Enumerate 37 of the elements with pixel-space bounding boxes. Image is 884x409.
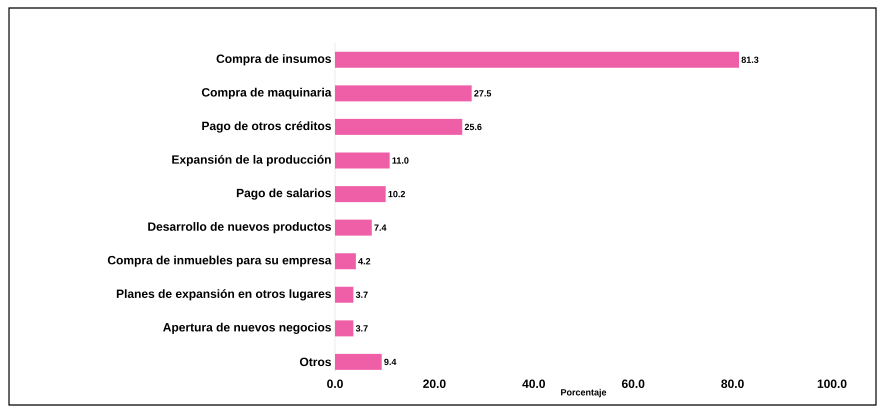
data-label: 25.6 [464, 124, 482, 130]
data-label: 3.7 [356, 325, 368, 332]
data-label: 3.7 [356, 292, 368, 298]
data-label: 27.5 [474, 90, 492, 97]
bar [335, 220, 372, 236]
x-tick-label: 40.0 [522, 380, 545, 388]
data-label: 9.4 [384, 358, 396, 366]
y-tick-label: Apertura de nuevos negocios [163, 322, 331, 334]
x-tick-label: 100.0 [818, 380, 847, 388]
x-tick-label: 0.0 [327, 380, 343, 388]
y-tick-label: Expansión de la producción [172, 154, 331, 166]
y-tick-label: Pago de otros créditos [202, 121, 331, 133]
y-tick-label: Compra de inmuebles para su empresa [108, 256, 332, 267]
bar [335, 320, 354, 336]
y-tick-label: Desarrollo de nuevos productos [148, 222, 331, 234]
bar [335, 52, 740, 68]
y-tick-label: Otros [300, 358, 331, 366]
data-label: 10.2 [388, 190, 406, 198]
bar [335, 152, 390, 168]
y-tick-label: Compra de maquinaria [202, 88, 332, 99]
bar [335, 354, 382, 370]
data-label: 4.2 [358, 258, 370, 264]
y-tick-label: Compra de insumos [216, 54, 331, 66]
bar [335, 253, 356, 270]
data-label: 7.4 [374, 224, 386, 231]
bar [335, 186, 386, 202]
x-tick-label: 60.0 [622, 380, 644, 388]
x-tick-label: 80.0 [721, 380, 744, 388]
data-label: 11.0 [392, 157, 409, 164]
x-tick-label: 20.0 [423, 380, 446, 388]
bar [335, 118, 462, 135]
x-axis-title: Porcentaje [561, 388, 606, 398]
data-label: 81.3 [742, 56, 758, 63]
y-tick-label: Pago de salarios [236, 188, 331, 200]
bar [335, 85, 472, 102]
y-tick-label: Planes de expansión en otros lugares [116, 289, 331, 300]
bar [335, 286, 354, 303]
